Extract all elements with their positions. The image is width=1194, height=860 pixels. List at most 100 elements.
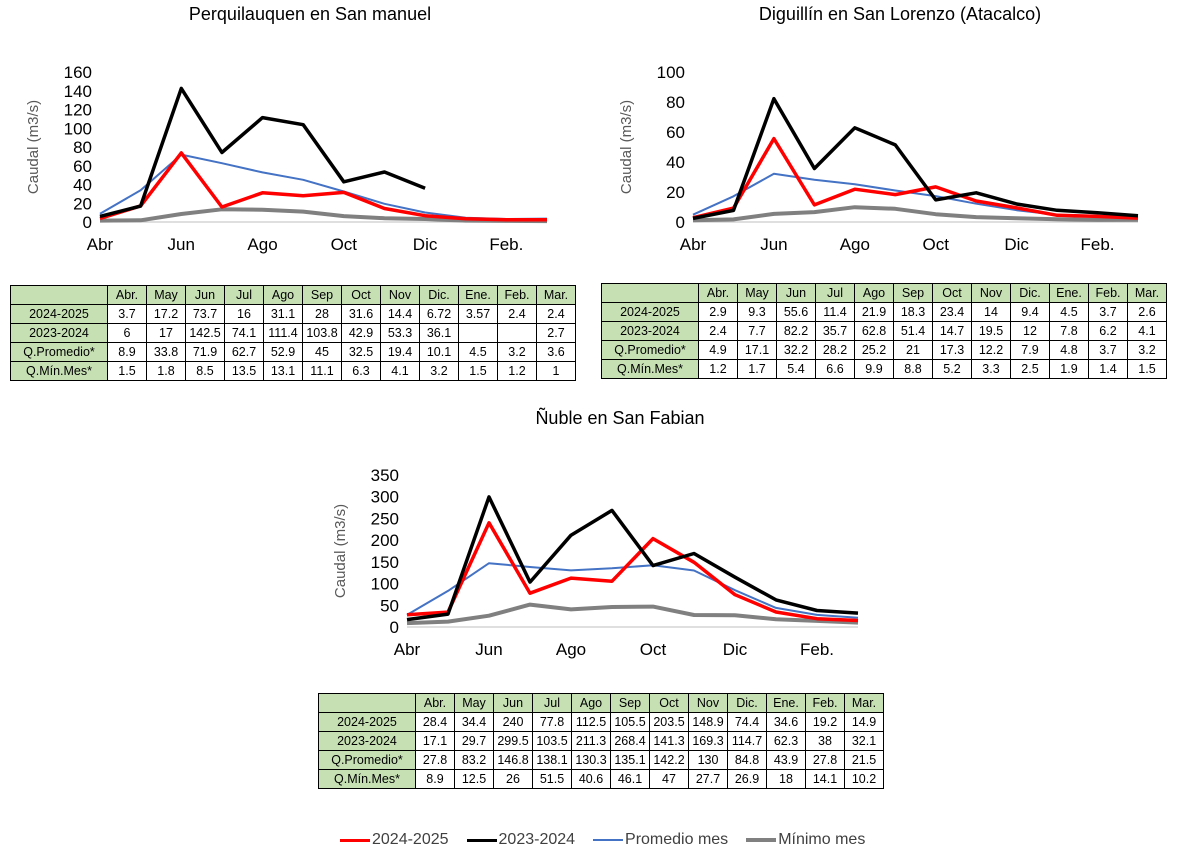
y-tick-label: 80 — [666, 93, 685, 112]
series-line-q-m-n-mes- — [99, 207, 548, 224]
x-tick-label: Dic — [1004, 235, 1029, 254]
table-month-header: Sep — [610, 693, 650, 713]
table-cell: 40.6 — [571, 769, 611, 789]
table-cell: 3.2 — [419, 361, 459, 381]
table-row: Q.Promedio* 27.8 83.2 146.8 138.1 130.3 135.1 1… — [318, 750, 884, 770]
table-month-header: Oct — [341, 285, 381, 305]
table-cell: 4.5 — [1049, 302, 1089, 322]
table-cell: 138.1 — [532, 750, 572, 770]
table-row: 2024-2025 3.7 17.2 73.7 16 31.1 28 31.6 14.4 6.72… — [10, 304, 576, 324]
table-cell: 31.6 — [341, 304, 381, 324]
legend-label: 2024-2025 — [372, 831, 449, 848]
table-cell: 21 — [893, 340, 933, 360]
table-cell: 14.4 — [380, 304, 420, 324]
table-month-header: Ago — [263, 285, 303, 305]
table-cell: 82.2 — [776, 321, 816, 341]
table-cell: 43.9 — [766, 750, 806, 770]
table-cell — [458, 323, 498, 343]
table-cell: 9.9 — [854, 359, 894, 379]
y-axis-label: Caudal (m3/s) — [332, 504, 349, 598]
table-cell: 1.5 — [458, 361, 498, 381]
x-tick-label: Jun — [168, 235, 195, 254]
x-tick-label: Feb. — [1081, 235, 1115, 254]
table-month-header: Jun — [776, 283, 816, 303]
table-cell: 33.8 — [146, 342, 186, 362]
table-cell: 14.9 — [844, 712, 884, 732]
table-cell: 27.8 — [805, 750, 845, 770]
table-cell: 211.3 — [571, 731, 611, 751]
table-cell: 74.4 — [727, 712, 767, 732]
legend-label: 2023-2024 — [498, 831, 576, 848]
table-cell: 34.4 — [454, 712, 494, 732]
table-cell: 19.2 — [805, 712, 845, 732]
table-cell: 299.5 — [493, 731, 533, 751]
y-tick-label: 150 — [371, 553, 399, 572]
table-month-header: Jul — [815, 283, 855, 303]
table-month-header: May — [146, 285, 186, 305]
series-line-2023-2024 — [692, 96, 1139, 221]
x-tick-label: Oct — [640, 640, 667, 659]
table-row: Q.Mín.Mes* 8.9 12.5 26 51.5 40.6 46.1 47 27.7 26.… — [318, 769, 884, 789]
legend-item-2024-2025: 2024-2025 — [340, 831, 449, 849]
table-cell: 74.1 — [224, 323, 264, 343]
table-cell: 9.3 — [737, 302, 777, 322]
y-tick-label: 140 — [64, 82, 92, 101]
table-row-label: Q.Mín.Mes* — [601, 359, 699, 379]
table-cell: 146.8 — [493, 750, 533, 770]
chart-title-perquilauquen: Perquilauquen en San manuel — [188, 4, 432, 24]
table-cell: 1.4 — [1088, 359, 1128, 379]
table-cell: 2.5 — [1010, 359, 1050, 379]
table-row-label: Q.Promedio* — [318, 750, 416, 770]
table-cell: 62.7 — [224, 342, 264, 362]
table-cell: 3.6 — [536, 342, 576, 362]
y-tick-label: 0 — [390, 618, 399, 637]
table-cell: 18.3 — [893, 302, 933, 322]
table-cell: 8.9 — [107, 342, 147, 362]
table-month-header: Abr. — [415, 693, 455, 713]
y-tick-label: 160 — [64, 63, 92, 82]
data-table-perquilauquen: Abr. May Jun Jul Ago Sep Oct Nov Dic. Ene. Feb. Mar… — [10, 285, 576, 381]
table-cell: 6.2 — [1088, 321, 1128, 341]
table-cell: 29.7 — [454, 731, 494, 751]
table-cell: 14.1 — [805, 769, 845, 789]
table-cell: 114.7 — [727, 731, 767, 751]
table-cell: 11.4 — [815, 302, 855, 322]
table-cell: 47 — [649, 769, 689, 789]
table-row: 2024-2025 2.9 9.3 55.6 11.4 21.9 18.3 23.4 14 9.4… — [601, 302, 1167, 322]
table-month-header: Sep — [302, 285, 342, 305]
legend-swatch — [593, 839, 624, 841]
table-cell: 34.6 — [766, 712, 806, 732]
y-axis-label: Caudal (m3/s) — [25, 100, 42, 194]
table-row-label: 2024-2025 — [10, 304, 108, 324]
table-cell: 1.9 — [1049, 359, 1089, 379]
table-cell: 5.4 — [776, 359, 816, 379]
table-cell: 19.5 — [971, 321, 1011, 341]
table-cell: 35.7 — [815, 321, 855, 341]
legend-swatch — [340, 838, 370, 842]
chart-title-nuble: Ñuble en San Fabian — [535, 408, 705, 428]
y-tick-label: 40 — [73, 176, 92, 195]
x-tick-label: Abr — [87, 235, 114, 254]
table-cell: 31.1 — [263, 304, 303, 324]
legend-label: Mínimo mes — [778, 831, 866, 848]
table-header-row: Abr. May Jun Jul Ago Sep Oct Nov Dic. Ene. Feb. Mar… — [10, 285, 576, 305]
series-line-2024-2025 — [692, 136, 1139, 220]
table-month-header: Jul — [532, 693, 572, 713]
table-cell: 12 — [1010, 321, 1050, 341]
x-tick-label: Ago — [840, 235, 870, 254]
table-cell: 1.2 — [497, 361, 537, 381]
table-cell: 14 — [971, 302, 1011, 322]
table-cell: 268.4 — [610, 731, 650, 751]
table-cell: 112.5 — [571, 712, 611, 732]
table-month-header: Jun — [185, 285, 225, 305]
table-cell: 130.3 — [571, 750, 611, 770]
table-cell: 4.8 — [1049, 340, 1089, 360]
y-tick-label: 60 — [73, 157, 92, 176]
table-cell: 142.5 — [185, 323, 225, 343]
table-month-header: Dic. — [419, 285, 459, 305]
x-tick-label: Jun — [760, 235, 787, 254]
table-cell: 13.5 — [224, 361, 264, 381]
legend-item-2023-2024: 2023-2024 — [466, 831, 576, 849]
table-month-header: Mar. — [844, 693, 884, 713]
